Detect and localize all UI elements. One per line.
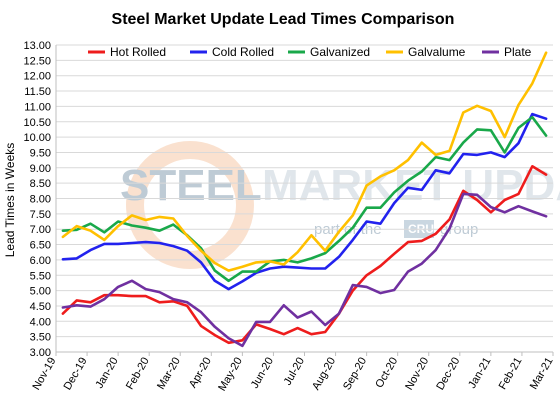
x-tick-label: Mar-21	[528, 356, 556, 392]
y-tick-label: 12.00	[23, 71, 51, 83]
x-tick-label: Apr-20	[187, 356, 214, 391]
x-tick-label: Jan-21	[466, 356, 493, 391]
y-tick-labels: 3.00 3.50 4.00 4.50 5.00 5.50 6.00 6.50 7.00 7.50…	[23, 40, 51, 359]
y-tick-label: 7.00	[30, 224, 51, 236]
y-tick-label: 6.00	[30, 255, 51, 267]
x-tick-label: Sep-20	[341, 356, 369, 393]
series-line-galvanized	[61, 115, 548, 283]
x-tick-label: Jul-20	[282, 356, 307, 388]
y-tick-label: 8.50	[30, 178, 51, 190]
y-tick-label: 6.50	[30, 240, 51, 252]
x-tick-label: Feb-20	[124, 356, 152, 392]
x-tick-label: Feb-21	[497, 356, 525, 392]
watermark-brand-right: MARKET UPDATE	[262, 161, 560, 210]
x-tick-label: Aug-20	[310, 356, 338, 393]
y-axis-label: Lead Times in Weeks	[3, 143, 17, 258]
y-tick-label: 7.50	[30, 209, 51, 221]
y-tick-label: 13.00	[23, 40, 51, 52]
y-tick-label: 5.50	[30, 270, 51, 282]
legend-cold-rolled-label: Cold Rolled	[212, 45, 274, 59]
y-tick-label: 9.00	[30, 163, 51, 175]
y-tick-label: 10.00	[23, 132, 51, 144]
legend-plate-label: Plate	[504, 45, 532, 59]
x-tick-label: Nov-20	[403, 356, 431, 393]
watermark-brand-left: STEEL	[120, 161, 262, 210]
y-tick-label: 10.50	[23, 117, 51, 129]
y-tick-label: 11.50	[24, 86, 51, 98]
y-tick-label: 5.00	[30, 286, 51, 298]
x-tick-label: Mar-20	[155, 356, 183, 392]
legend-galvalume-label: Galvalume	[408, 45, 466, 59]
series-line-galvalume	[61, 51, 548, 272]
x-tick-label: May-20	[216, 356, 245, 394]
y-tick-label: 8.00	[30, 194, 51, 206]
x-tick-labels: Nov-19 Dec-19 Jan-20 Feb-20 Mar-20 Apr-20 May-…	[30, 356, 555, 394]
legend-hot-rolled-label: Hot Rolled	[110, 45, 166, 59]
y-tick-label: 3.00	[30, 347, 51, 359]
axes	[55, 45, 554, 356]
x-tick-label: Dec-19	[62, 356, 90, 393]
x-tick-label: Jan-20	[94, 356, 121, 391]
watermark: STEEL MARKET UPDATE part of the CRU grou…	[120, 141, 560, 269]
series-line-hot-rolled	[61, 165, 548, 345]
y-tick-label: 4.50	[30, 301, 51, 313]
x-tick-label: Oct-20	[373, 356, 400, 391]
x-tick-label: Jun-20	[249, 356, 276, 391]
chart-title: Steel Market Update Lead Times Compariso…	[112, 11, 455, 28]
series-line-cold-rolled	[61, 112, 548, 291]
legend-galvanized-label: Galvanized	[310, 45, 370, 59]
series-lines	[61, 51, 548, 348]
legend: Hot Rolled Cold Rolled Galvanized Galvalume…	[88, 45, 532, 59]
x-tick-label: Nov-19	[30, 356, 58, 393]
y-tick-label: 3.50	[30, 332, 51, 344]
x-tick-label: Dec-20	[434, 356, 462, 393]
y-tick-label: 11.00	[24, 101, 51, 113]
gridlines	[56, 44, 553, 353]
y-tick-label: 9.50	[30, 147, 51, 159]
y-tick-label: 12.50	[23, 55, 51, 67]
series-line-plate	[61, 192, 548, 348]
y-tick-label: 4.00	[30, 316, 51, 328]
